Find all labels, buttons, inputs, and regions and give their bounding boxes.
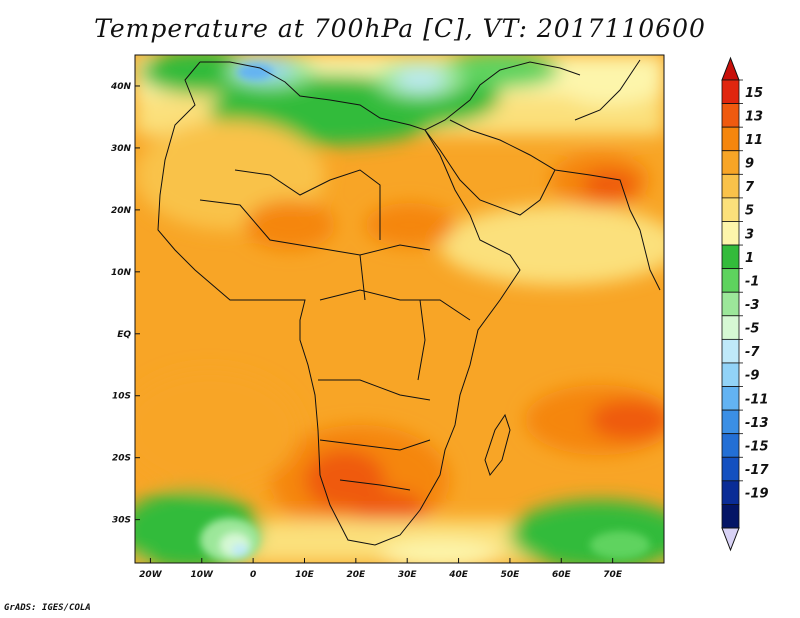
lat-tick-label: 40N (110, 82, 132, 92)
colorbar-swatch (721, 173, 740, 199)
colorbar-swatch (721, 409, 740, 435)
colorbar-label: -19 (745, 487, 769, 502)
lon-tick-label: 40E (448, 570, 469, 580)
colorbar-swatch (721, 504, 740, 529)
colorbar-label: -11 (745, 392, 769, 407)
colorbar-swatch (721, 221, 740, 246)
colorbar-label: -9 (745, 369, 759, 384)
footer-credit: GrADS: IGES/COLA (4, 603, 91, 613)
latitude-ticks: 40N 30N 20N 10N EQ 10S 20S 30S (110, 82, 140, 526)
colorbar-label: 9 (745, 157, 754, 172)
colorbar-swatch (721, 197, 740, 222)
colorbar-swatch (721, 244, 740, 270)
colorbar-swatch (721, 79, 740, 104)
lon-tick-label: 50E (501, 570, 521, 580)
colorbar-label: -5 (745, 322, 759, 337)
colorbar-label: 15 (745, 86, 763, 101)
colorbar-swatch (721, 150, 740, 175)
colorbar-label: 3 (745, 227, 754, 242)
colorbar-label: 5 (745, 204, 754, 219)
lon-tick-label: 30E (398, 570, 418, 580)
colorbar-label: -1 (745, 274, 759, 289)
colorbar-swatch (721, 362, 740, 387)
colorbar-label: 13 (745, 109, 763, 124)
colorbar-label: -13 (745, 416, 769, 431)
longitude-ticks: 20W 10W 0 10E 20E 30E 40E 50E 60E 70E (139, 558, 623, 580)
lat-tick-label: 10S (112, 392, 131, 402)
colorbar-swatch (721, 386, 740, 411)
colorbar-swatch (721, 433, 740, 458)
lat-tick-label: 20S (112, 454, 131, 464)
lat-tick-label: 10N (111, 268, 132, 278)
lat-tick-label: 30S (112, 516, 131, 526)
lon-tick-label: 70E (603, 570, 623, 580)
colorbar-swatch (721, 480, 740, 505)
colorbar-label: 7 (745, 180, 755, 195)
colorbar-swatch (721, 456, 740, 482)
colorbar-swatch (721, 103, 740, 128)
map-frame (134, 54, 665, 564)
colorbar-label: 1 (745, 251, 754, 266)
colorbar-swatch (721, 338, 740, 364)
colorbar-label: -7 (745, 345, 760, 360)
lon-tick-label: 20E (347, 570, 367, 580)
lon-tick-label: 10E (295, 570, 315, 580)
lat-tick-label: 20N (111, 206, 132, 216)
colorbar-bottom-arrow (721, 527, 740, 552)
chart-title: Temperature at 700hPa [C], VT: 201711060… (94, 14, 706, 43)
lon-tick-label: 10W (191, 570, 215, 580)
colorbar-swatch (721, 126, 740, 152)
temperature-field (135, 55, 664, 563)
colorbar: 15 13 11 9 7 5 3 1 -1 -3 -5 -7 -9 -11 -13 -15 -17 -19 (721, 56, 769, 552)
colorbar-label: 11 (745, 133, 763, 148)
colorbar-swatch (721, 315, 740, 340)
colorbar-label: -17 (745, 463, 769, 478)
colorbar-top-arrow (721, 56, 740, 81)
lat-tick-label: EQ (117, 330, 131, 340)
lat-tick-label: 30N (111, 144, 132, 154)
colorbar-label: -3 (745, 298, 759, 313)
colorbar-label: -15 (745, 439, 769, 454)
colorbar-swatch (721, 291, 740, 317)
coastlines (157, 59, 661, 546)
lon-tick-label: 20W (139, 570, 163, 580)
lon-tick-label: 0 (250, 570, 256, 580)
lon-tick-label: 60E (552, 570, 572, 580)
colorbar-swatch (721, 268, 740, 293)
